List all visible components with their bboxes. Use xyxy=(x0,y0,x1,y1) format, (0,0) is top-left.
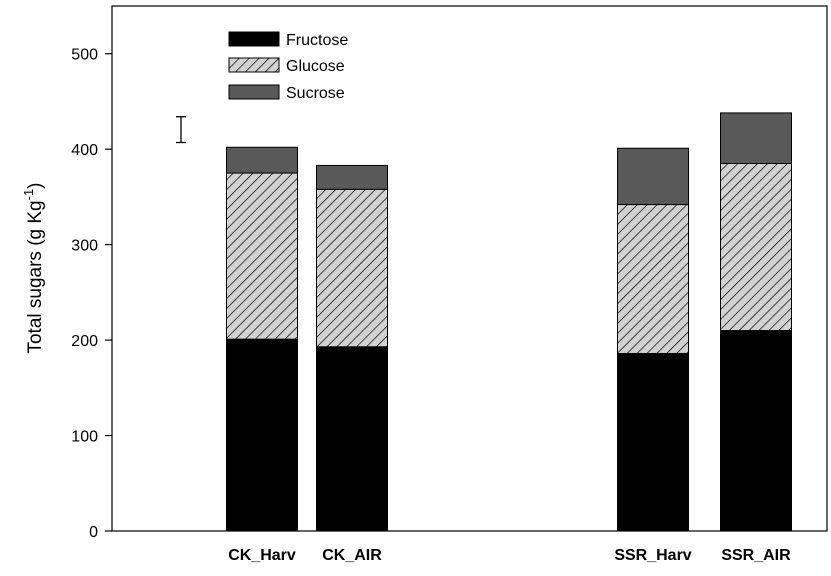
x-label-ck-air: CK_AIR xyxy=(322,547,382,564)
bar-glucose-ck-air xyxy=(316,188,388,348)
bar-sucrose-ssr-air xyxy=(720,112,792,164)
y-tick-label-400: 400 xyxy=(71,142,98,159)
legend-swatch-glucose xyxy=(228,57,280,73)
y-tick-label-200: 200 xyxy=(71,333,98,350)
y-axis-title-main: Total sugars (g Kg xyxy=(25,200,46,353)
bar-sucrose-ck-air xyxy=(316,164,388,190)
y-axis-title-close: ) xyxy=(25,182,46,188)
y-tick-label-0: 0 xyxy=(89,524,98,541)
legend-swatch-sucrose xyxy=(228,84,280,100)
error-bar-group xyxy=(176,116,186,144)
bar-fructose-ssr-air xyxy=(720,330,792,532)
bar-sucrose-ck-harv xyxy=(226,146,298,174)
y-axis: 0 100 200 300 400 500 xyxy=(71,47,112,541)
bar-glucose-ck-harv xyxy=(226,172,298,340)
x-axis-labels: CK_Harv CK_AIR SSR_Harv SSR_AIR xyxy=(228,547,791,564)
legend: Fructose Glucose Sucrose xyxy=(228,31,348,102)
legend-label-sucrose: Sucrose xyxy=(286,85,345,102)
bar-fructose-ssr-harv xyxy=(617,352,689,532)
y-axis-title: Total sugars (g Kg-1) xyxy=(21,182,46,353)
plot-frame xyxy=(111,5,828,532)
y-tick-label-300: 300 xyxy=(71,238,98,255)
bar-glucose-ssr-air xyxy=(720,163,792,332)
x-label-ssr-air: SSR_AIR xyxy=(721,547,791,564)
y-axis-title-superscript: -1 xyxy=(21,189,36,201)
bars-group xyxy=(226,112,792,532)
bar-glucose-ssr-harv xyxy=(617,204,689,354)
bar-fructose-ck-air xyxy=(316,346,388,532)
legend-label-glucose: Glucose xyxy=(286,58,345,75)
bar-sucrose-ssr-harv xyxy=(617,147,689,206)
y-tick-label-500: 500 xyxy=(71,47,98,64)
x-label-ssr-harv: SSR_Harv xyxy=(614,547,691,564)
x-label-ck-harv: CK_Harv xyxy=(228,547,296,564)
legend-label-fructose: Fructose xyxy=(286,32,348,49)
y-tick-label-100: 100 xyxy=(71,429,98,446)
legend-swatch-fructose xyxy=(228,31,280,47)
bar-fructose-ck-harv xyxy=(226,338,298,532)
